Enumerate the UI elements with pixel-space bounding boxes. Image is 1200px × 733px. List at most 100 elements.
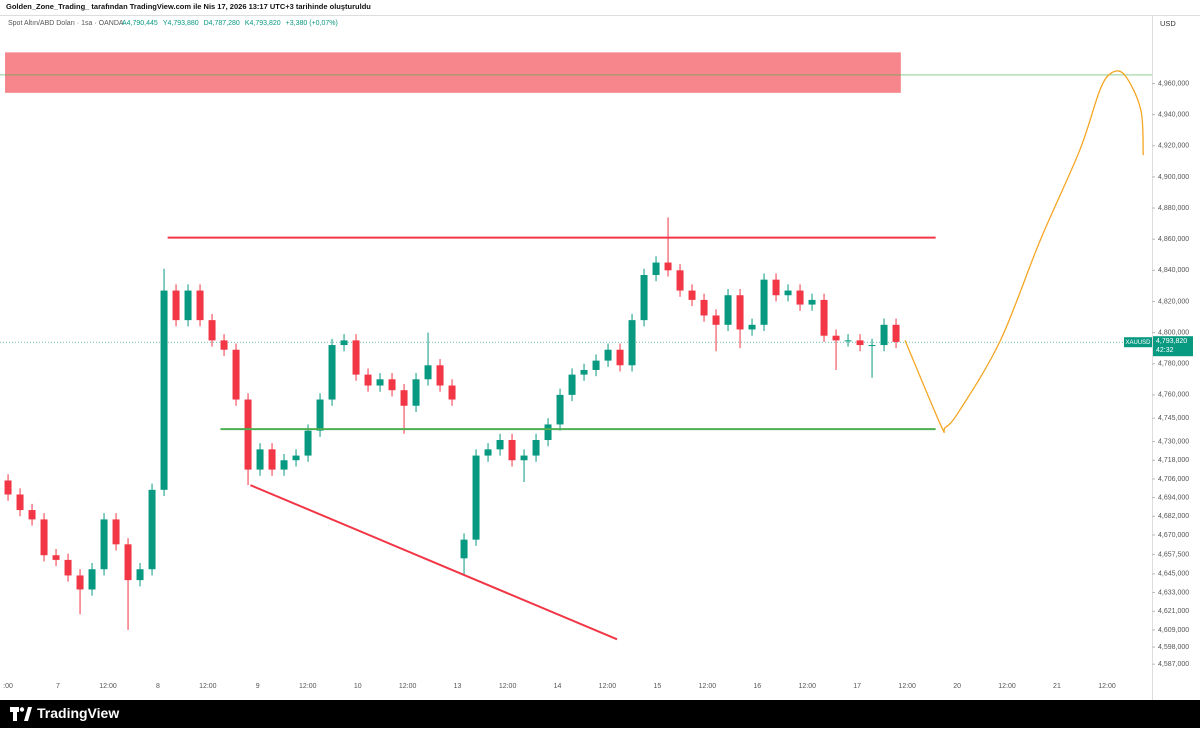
candle-body (808, 299, 816, 305)
candle-body (304, 430, 312, 456)
trend-line (250, 484, 618, 641)
x-tick-label: 12:00 (499, 683, 517, 690)
candle-body (16, 494, 24, 511)
candle-body (352, 340, 360, 375)
x-tick-label: 12:00 (898, 683, 916, 690)
y-tick-label: 4,760,000 (1158, 392, 1189, 399)
y-tick-label: 4,880,000 (1158, 205, 1189, 212)
y-tick-label: 4,920,000 (1158, 143, 1189, 150)
candle-body (532, 440, 540, 456)
candle-body (268, 449, 276, 470)
candle-body (208, 320, 216, 341)
x-tick-label: 21 (1053, 683, 1061, 690)
candle-body (496, 440, 504, 450)
candle-body (652, 262, 660, 275)
candle-body (592, 360, 600, 370)
y-tick-label: 4,940,000 (1158, 111, 1189, 118)
price-tag-label: 4,793,820 (1156, 338, 1187, 345)
candle-body (100, 519, 108, 570)
y-tick-label: 4,820,000 (1158, 298, 1189, 305)
y-tick-label: 4,900,000 (1158, 174, 1189, 181)
candle-body (136, 569, 144, 581)
x-tick-label: 14 (554, 683, 562, 690)
x-tick-label: 15 (653, 683, 661, 690)
y-tick-label: 4,609,000 (1158, 627, 1189, 634)
symbol-tag (1124, 337, 1152, 348)
y-tick-label: 4,718,000 (1158, 457, 1189, 464)
candle-body (796, 290, 804, 305)
candle-body (700, 299, 708, 316)
candle-body (832, 335, 840, 341)
x-tick-label: 12:00 (1098, 683, 1116, 690)
candle-body (4, 480, 12, 495)
x-tick-label: 12:00 (399, 683, 417, 690)
y-tick-label: 4,745,000 (1158, 415, 1189, 422)
candle-body (736, 295, 744, 330)
candle-body (340, 340, 348, 346)
candle-body (772, 279, 780, 296)
candle-body (400, 390, 408, 406)
y-tick-label: 4,960,000 (1158, 80, 1189, 87)
y-tick-label: 4,670,000 (1158, 532, 1189, 539)
x-tick-label: 9 (256, 683, 260, 690)
candle-body (604, 349, 612, 361)
candle-body (376, 379, 384, 386)
candle-body (556, 394, 564, 425)
candle-body (724, 295, 732, 325)
y-tick-label: 4,598,000 (1158, 644, 1189, 651)
y-tick-label: 4,800,000 (1158, 329, 1189, 336)
candle-body (640, 274, 648, 321)
candle-body (760, 279, 768, 325)
x-tick-label: 12:00 (99, 683, 117, 690)
candle-body (196, 290, 204, 321)
candle-body (292, 455, 300, 461)
x-tick-label: 12:00 (699, 683, 717, 690)
candle-body (388, 379, 396, 391)
candle-body (64, 559, 72, 576)
y-tick-label: 4,682,000 (1158, 513, 1189, 520)
x-tick-label: 10 (354, 683, 362, 690)
x-tick-label: 16 (753, 683, 761, 690)
candle-body (820, 299, 828, 336)
candle-body (316, 399, 324, 431)
y-tick-label: 4,730,000 (1158, 438, 1189, 445)
candle-body (508, 440, 516, 461)
candle-body (76, 575, 84, 590)
candle-body (856, 340, 864, 346)
candle-body (892, 324, 900, 342)
symbol: Spot Altın/ABD Doları · 1sa · OANDA (8, 20, 124, 27)
candle-body (280, 460, 288, 470)
x-tick-label: 12:00 (998, 683, 1016, 690)
candle-body (880, 324, 888, 346)
x-tick-label: 13 (454, 683, 462, 690)
y-tick-label: 4,840,000 (1158, 267, 1189, 274)
candle-body (688, 290, 696, 300)
countdown: 42:32 (1156, 347, 1174, 354)
y-tick-label: 4,860,000 (1158, 236, 1189, 243)
candle-body (256, 449, 264, 470)
zone (5, 52, 901, 93)
logo (10, 707, 32, 721)
candle-body (868, 345, 876, 347)
candle-body (712, 315, 720, 325)
candle-body (664, 262, 672, 271)
y-tick-label: 4,621,000 (1158, 608, 1189, 615)
candle-body (52, 555, 60, 560)
candle-body (460, 539, 468, 559)
candle-body (676, 270, 684, 291)
candle-body (580, 369, 588, 375)
candle-body (412, 379, 420, 406)
candle-body (748, 324, 756, 330)
x-tick-label: 12:00 (798, 683, 816, 690)
currency: USD (1160, 19, 1176, 28)
brand: TradingView (37, 705, 119, 721)
candle-body (88, 569, 96, 590)
symbol-tag-label: XAUUSD (1125, 340, 1151, 346)
candle-body (364, 374, 372, 386)
candle-body (220, 340, 228, 350)
candle-body (328, 345, 336, 400)
candle-body (244, 399, 252, 470)
y-tick-label: 4,633,000 (1158, 589, 1189, 596)
x-tick-label: 7 (56, 683, 60, 690)
